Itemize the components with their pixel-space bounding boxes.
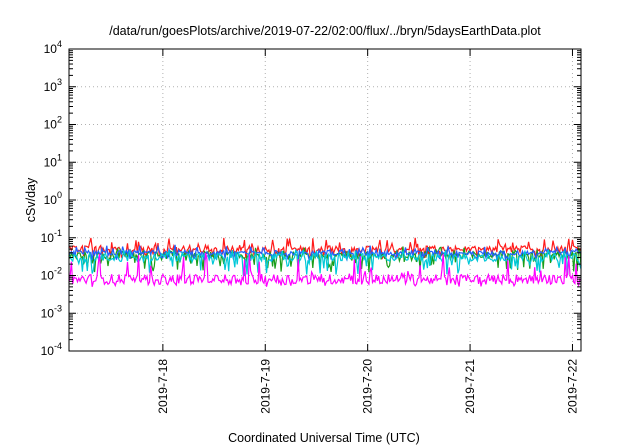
y-tick-label: 100 bbox=[44, 190, 62, 207]
x-tick-label: 2019-7-18 bbox=[156, 359, 170, 414]
y-tick-label: 10-4 bbox=[41, 341, 62, 358]
series-layer bbox=[68, 237, 582, 288]
y-tick-label: 103 bbox=[44, 77, 62, 94]
series-line bbox=[68, 252, 582, 288]
y-axis-label: cSv/day bbox=[24, 177, 38, 222]
series-line bbox=[68, 244, 582, 262]
x-tick-label: 2019-7-20 bbox=[361, 359, 375, 414]
chart-title: /data/run/goesPlots/archive/2019-07-22/0… bbox=[109, 24, 541, 38]
x-tick-label: 2019-7-19 bbox=[258, 359, 272, 414]
y-tick-label: 10-3 bbox=[41, 303, 62, 320]
x-tick-label: 2019-7-22 bbox=[565, 359, 579, 414]
axes: 10-4 10-3 10-2 10-1 100 101 102 103 104 2019-7-18… bbox=[41, 39, 581, 414]
x-tick-label: 2019-7-21 bbox=[463, 359, 477, 414]
series-line bbox=[68, 237, 582, 260]
grid-lines bbox=[69, 49, 581, 351]
y-tick-label: 102 bbox=[44, 115, 62, 132]
x-axis-label: Coordinated Universal Time (UTC) bbox=[228, 431, 420, 445]
plot-frame bbox=[68, 48, 582, 352]
y-tick-label: 101 bbox=[44, 152, 62, 169]
y-tick-label: 104 bbox=[44, 39, 62, 56]
series-line bbox=[68, 248, 582, 277]
y-tick-label: 10-2 bbox=[41, 266, 62, 283]
y-tick-label: 10-1 bbox=[41, 228, 62, 245]
